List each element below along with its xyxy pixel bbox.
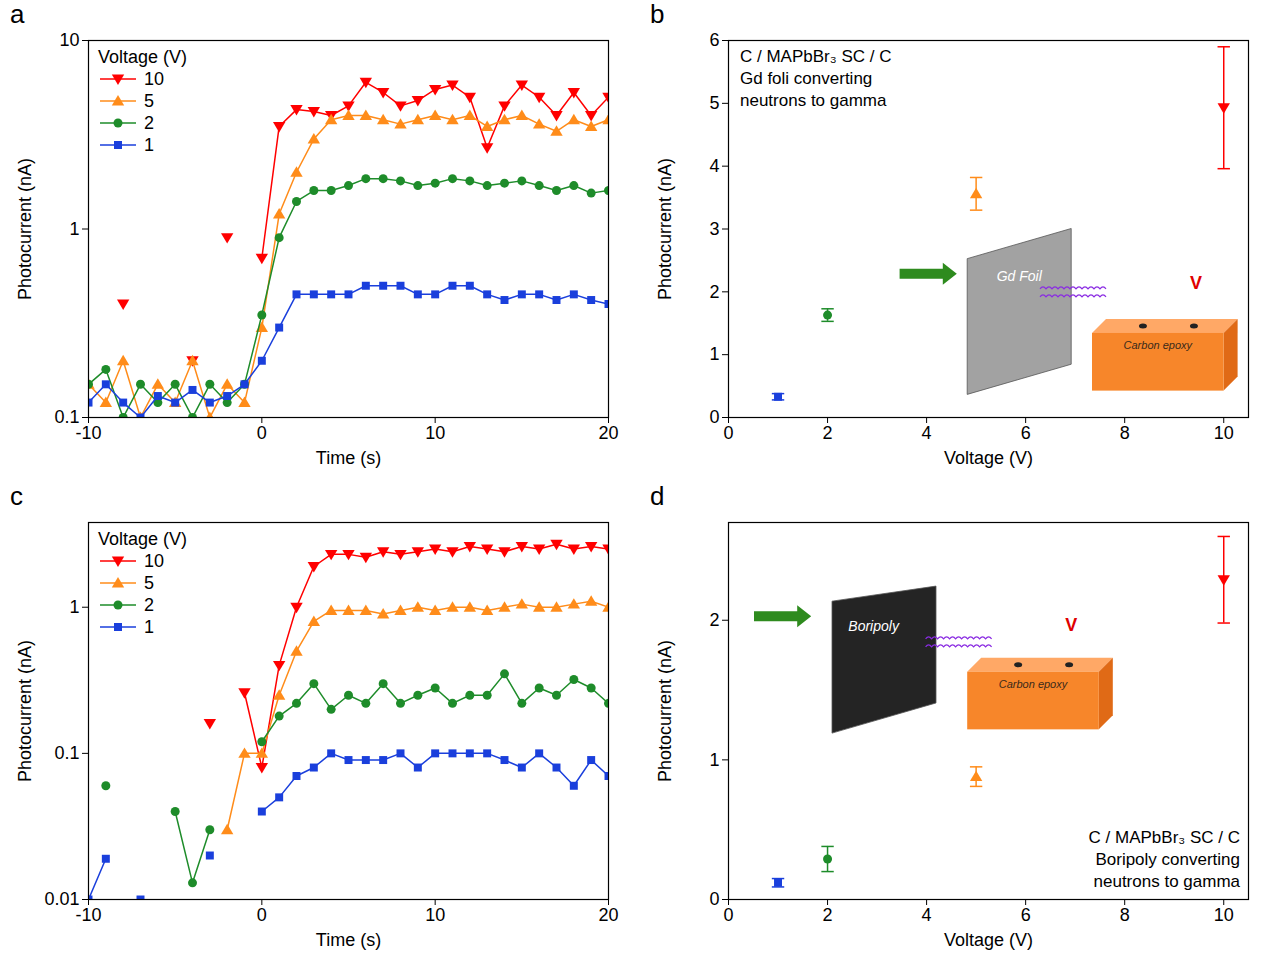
svg-text:0: 0 [709,889,719,909]
svg-text:0: 0 [257,423,267,443]
svg-text:8: 8 [1120,423,1130,443]
svg-text:C / MAPbBr₃ SC / C: C / MAPbBr₃ SC / C [740,47,891,66]
svg-text:0: 0 [709,407,719,427]
html-text:2: 2 [144,595,154,615]
html-text:Voltage (V): Voltage (V) [98,529,188,549]
svg-text:Boripoly converting: Boripoly converting [1095,850,1240,869]
html-text:5: 5 [144,91,154,111]
html-text:10: 10 [144,551,164,571]
svg-text:10: 10 [1214,423,1234,443]
svg-text:3: 3 [709,219,719,239]
svg-text:0: 0 [257,905,267,925]
svg-text:2: 2 [709,282,719,302]
svg-text:Photocurrent (nA): Photocurrent (nA) [15,158,35,300]
svg-text:4: 4 [709,156,719,176]
svg-text:0: 0 [723,905,733,925]
svg-text:20: 20 [598,423,618,443]
svg-text:Photocurrent (nA): Photocurrent (nA) [15,640,35,782]
svg-text:V: V [1065,615,1077,635]
html-text:d: d [650,481,665,511]
html-text:1: 1 [144,135,154,155]
svg-text:10: 10 [425,905,445,925]
svg-text:6: 6 [1021,423,1031,443]
svg-text:C / MAPbBr₃ SC / C: C / MAPbBr₃ SC / C [1089,828,1240,847]
html-text:b: b [650,0,665,29]
svg-text:2: 2 [709,610,719,630]
svg-text:1: 1 [709,750,719,770]
svg-text:2: 2 [823,905,833,925]
svg-text:10: 10 [425,423,445,443]
svg-text:Gd Foil: Gd Foil [997,268,1043,284]
svg-text:4: 4 [922,423,932,443]
svg-text:Voltage (V): Voltage (V) [944,448,1033,468]
html-text:5: 5 [144,573,154,593]
svg-text:Voltage (V): Voltage (V) [944,930,1033,950]
html-text:c: c [10,481,23,511]
html-text:1: 1 [144,617,154,637]
svg-text:Gd foli converting: Gd foli converting [740,69,872,88]
svg-text:Photocurrent (nA): Photocurrent (nA) [655,158,675,300]
svg-text:4: 4 [922,905,932,925]
svg-text:8: 8 [1120,905,1130,925]
svg-text:neutrons to gamma: neutrons to gamma [1094,872,1241,891]
svg-text:10: 10 [59,30,79,50]
svg-text:5: 5 [709,93,719,113]
svg-text:1: 1 [709,344,719,364]
svg-text:0: 0 [723,423,733,443]
svg-text:V: V [1190,273,1202,293]
svg-text:Time (s): Time (s) [316,930,381,950]
html-text:2: 2 [144,113,154,133]
svg-text:0.1: 0.1 [54,743,79,763]
svg-text:6: 6 [709,30,719,50]
svg-text:0.01: 0.01 [44,889,79,909]
svg-text:-10: -10 [75,905,102,926]
svg-text:-10: -10 [75,423,102,444]
svg-text:Carbon epoxy: Carbon epoxy [1124,339,1194,351]
svg-text:Photocurrent (nA): Photocurrent (nA) [655,640,675,782]
svg-text:6: 6 [1021,905,1031,925]
html-text:a: a [10,0,25,29]
svg-text:Time (s): Time (s) [316,448,381,468]
svg-text:2: 2 [823,423,833,443]
html-text:Voltage (V): Voltage (V) [98,47,188,67]
svg-text:Carbon epoxy: Carbon epoxy [999,678,1069,690]
svg-text:1: 1 [69,597,79,617]
svg-text:10: 10 [1214,905,1234,925]
html-text:10: 10 [144,69,164,89]
svg-text:1: 1 [69,219,79,239]
svg-text:20: 20 [598,905,618,925]
svg-text:0.1: 0.1 [54,407,79,427]
svg-text:Boripoly: Boripoly [848,618,900,634]
svg-text:neutrons to gamma: neutrons to gamma [740,91,887,110]
